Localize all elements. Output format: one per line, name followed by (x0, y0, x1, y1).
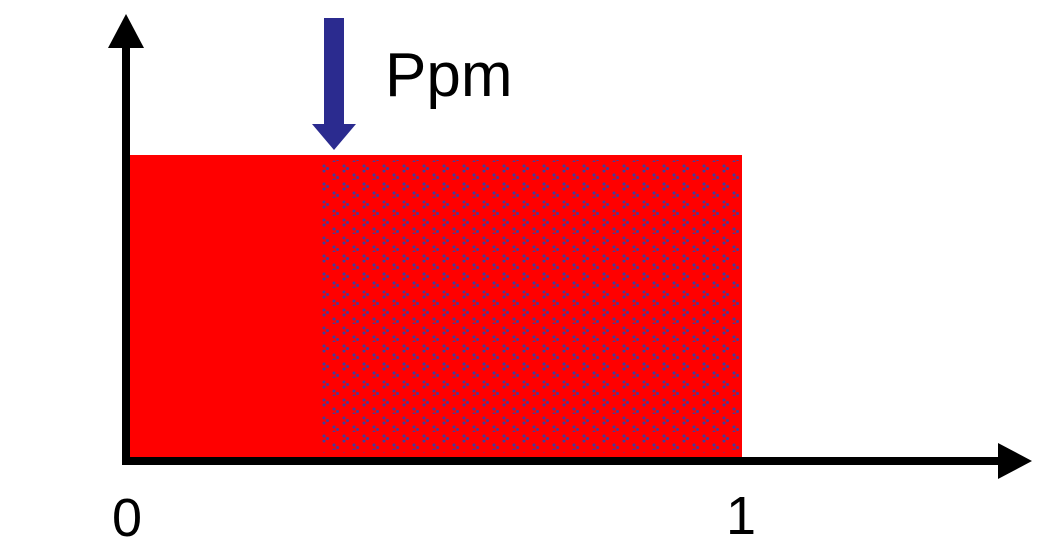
x-axis-arrowhead (998, 443, 1032, 479)
marker-arrow-shaft (324, 18, 344, 126)
y-axis-arrowhead (108, 14, 144, 48)
x-axis-tick-0: 0 (112, 488, 142, 539)
x-axis-tick-1: 1 (726, 486, 756, 539)
solid-region (130, 155, 325, 458)
marker-label: Ppm (385, 41, 512, 110)
marker-arrow-head (312, 124, 356, 150)
patterned-region-dots (322, 160, 742, 453)
